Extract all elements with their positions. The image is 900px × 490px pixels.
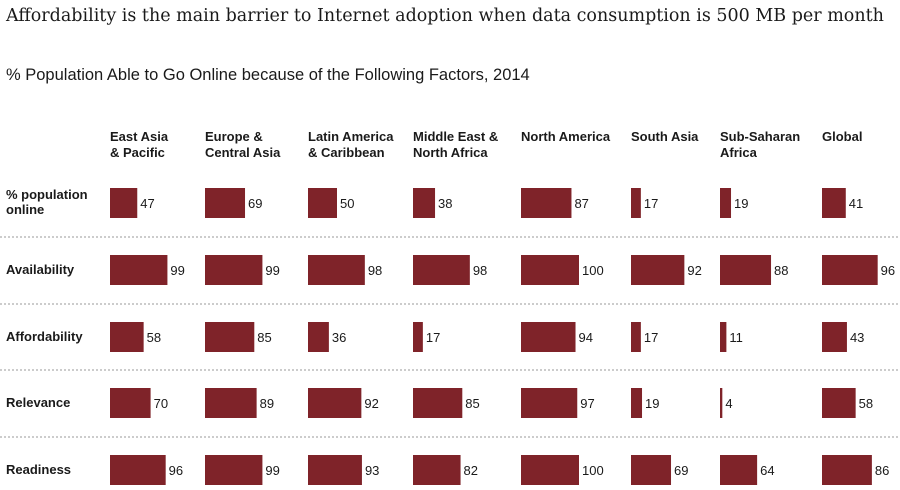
bar — [822, 255, 878, 285]
bar — [110, 188, 138, 218]
bar — [631, 388, 643, 418]
bar-value-label: 69 — [248, 196, 262, 211]
bar-value-label: 17 — [644, 196, 658, 211]
bar-value-label: 4 — [725, 396, 732, 411]
bar-value-label: 100 — [582, 263, 604, 278]
bar-value-label: 96 — [169, 463, 183, 478]
bar — [205, 388, 257, 418]
bar-value-label: 43 — [850, 330, 864, 345]
bar — [110, 322, 144, 352]
bar-value-label: 94 — [579, 330, 593, 345]
bar-value-label: 92 — [364, 396, 378, 411]
bar-value-label: 93 — [365, 463, 379, 478]
bar — [308, 388, 362, 418]
bar — [110, 255, 168, 285]
bar-value-label: 47 — [140, 196, 154, 211]
bar-value-label: 89 — [260, 396, 274, 411]
bar — [631, 255, 685, 285]
bar — [631, 188, 641, 218]
bar — [205, 188, 246, 218]
column-header: South Asia — [631, 129, 699, 144]
column-header: North America — [521, 129, 611, 144]
bar-value-label: 88 — [774, 263, 788, 278]
bar — [308, 322, 329, 352]
bar-value-label: 19 — [734, 196, 748, 211]
bar-value-label: 98 — [473, 263, 487, 278]
bar-value-label: 85 — [257, 330, 271, 345]
column-header: East Asia & Pacific — [110, 129, 169, 160]
bar — [521, 455, 579, 485]
column-header: Global — [822, 129, 862, 144]
bar-value-label: 87 — [574, 196, 588, 211]
bar-value-label: 92 — [687, 263, 701, 278]
bar — [720, 455, 758, 485]
bar-value-label: 38 — [438, 196, 452, 211]
row-label: Relevance — [6, 395, 70, 410]
bar-value-label: 85 — [465, 396, 479, 411]
bar-value-label: 64 — [760, 463, 774, 478]
bar — [413, 388, 463, 418]
bar — [631, 322, 641, 352]
bar — [631, 455, 672, 485]
bar — [413, 188, 436, 218]
bar — [413, 255, 470, 285]
bar-value-label: 50 — [340, 196, 354, 211]
bar — [413, 322, 423, 352]
bar-value-label: 82 — [464, 463, 478, 478]
row-label: % population online — [6, 187, 88, 217]
bar-value-label: 99 — [170, 263, 184, 278]
bar-value-label: 69 — [674, 463, 688, 478]
bar — [720, 388, 723, 418]
bar — [521, 322, 576, 352]
column-header: Europe & Central Asia — [205, 129, 281, 160]
bar-value-label: 17 — [644, 330, 658, 345]
bar — [822, 388, 856, 418]
bar-value-label: 86 — [875, 463, 889, 478]
chart-subtitle: % Population Able to Go Online because o… — [6, 66, 530, 84]
bar — [822, 188, 846, 218]
bar — [822, 322, 847, 352]
bar — [720, 188, 732, 218]
bar-value-label: 19 — [645, 396, 659, 411]
bar — [110, 455, 166, 485]
bar — [205, 322, 255, 352]
bar-value-label: 70 — [154, 396, 168, 411]
bar-value-label: 58 — [859, 396, 873, 411]
bar — [205, 455, 263, 485]
bar-value-label: 41 — [849, 196, 863, 211]
bar-value-label: 11 — [729, 330, 743, 345]
bar-value-label: 17 — [426, 330, 440, 345]
bar — [205, 255, 263, 285]
bar-value-label: 99 — [265, 263, 279, 278]
bar — [308, 255, 365, 285]
bar-value-label: 97 — [580, 396, 594, 411]
row-label: Availability — [6, 262, 75, 277]
bar-value-label: 58 — [147, 330, 161, 345]
bar — [308, 455, 362, 485]
bar — [521, 388, 578, 418]
bar — [822, 455, 872, 485]
bar — [413, 455, 461, 485]
bar-value-label: 98 — [368, 263, 382, 278]
bar — [110, 388, 151, 418]
bar — [521, 255, 579, 285]
bar — [521, 188, 572, 218]
column-header: Middle East & North Africa — [413, 129, 498, 160]
bar-value-label: 100 — [582, 463, 604, 478]
bar — [308, 188, 337, 218]
bar-value-label: 96 — [881, 263, 895, 278]
bar-value-label: 36 — [332, 330, 346, 345]
row-label: Affordability — [6, 329, 83, 344]
column-header: Latin America & Caribbean — [308, 129, 394, 160]
row-label: Readiness — [6, 462, 71, 477]
bar — [720, 322, 727, 352]
chart-title: Affordability is the main barrier to Int… — [6, 6, 884, 26]
bar — [720, 255, 772, 285]
column-header: Sub-Saharan Africa — [720, 129, 800, 160]
bar-value-label: 99 — [265, 463, 279, 478]
